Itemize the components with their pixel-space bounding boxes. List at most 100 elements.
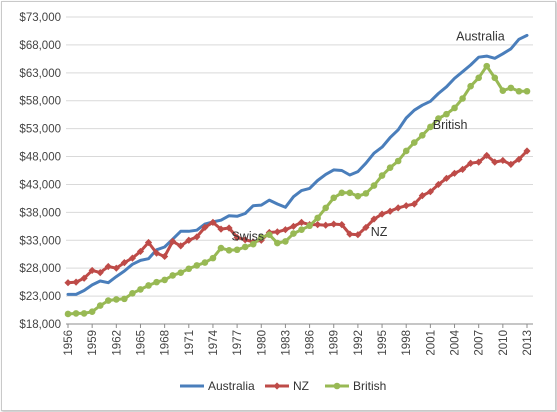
data-point-british	[507, 84, 515, 92]
data-point-nz	[467, 159, 475, 167]
data-point-nz	[362, 223, 370, 232]
data-point-british	[338, 189, 346, 197]
data-point-nz	[112, 264, 120, 272]
data-point-british	[370, 182, 378, 189]
y-tick-label: $48,000	[19, 152, 61, 164]
data-point-nz	[402, 202, 410, 210]
legend: Australia NZ British	[180, 379, 386, 393]
data-point-british	[153, 278, 160, 286]
data-point-nz	[169, 237, 177, 245]
data-point-british	[378, 172, 386, 179]
x-tick-label: 1971	[184, 330, 196, 356]
y-tick-label: $58,000	[19, 96, 61, 108]
data-point-nz	[354, 231, 362, 239]
data-point-nz	[378, 210, 386, 218]
data-point-nz	[96, 269, 104, 277]
y-axis-tick-labels: $18,000 $23,000 $28,000 $33,000 $38,000 $43,0…	[19, 12, 61, 331]
data-point-nz	[434, 180, 443, 189]
x-tick-label: 1995	[377, 330, 389, 356]
series-line-nz	[66, 149, 529, 285]
data-point-nz	[144, 238, 153, 247]
data-point-british	[201, 259, 209, 266]
data-point-british	[394, 157, 402, 165]
data-point-british	[499, 87, 507, 94]
data-point-british	[177, 269, 185, 276]
series-nz-group	[64, 147, 531, 287]
data-point-nz	[450, 169, 459, 177]
data-point-british	[169, 272, 176, 279]
legend-marker-british	[333, 382, 341, 390]
data-point-nz	[346, 230, 354, 238]
data-point-british	[64, 310, 72, 318]
data-point-british	[330, 194, 338, 202]
series-australia-group	[66, 33, 529, 296]
data-point-british	[322, 204, 329, 212]
data-point-british	[475, 74, 482, 82]
y-tick-label: $63,000	[19, 68, 61, 80]
data-point-british	[290, 230, 297, 237]
data-point-british	[96, 302, 104, 309]
data-point-nz	[483, 151, 491, 160]
data-point-nz	[418, 192, 426, 200]
data-point-british	[435, 115, 442, 122]
data-point-nz	[442, 174, 451, 182]
series-line-british	[66, 64, 529, 316]
data-point-nz	[217, 225, 225, 233]
data-point-nz	[507, 160, 515, 168]
data-point-nz	[104, 262, 112, 271]
legend-marker-nz	[273, 382, 281, 390]
x-tick-label: 1962	[111, 330, 123, 356]
data-point-nz	[161, 252, 169, 261]
x-tick-label: 2007	[474, 330, 486, 356]
annotation-label: Swiss	[231, 229, 264, 243]
data-point-british	[523, 87, 531, 95]
series-line-australia	[66, 33, 529, 296]
data-point-nz	[136, 247, 145, 256]
data-point-nz	[394, 204, 402, 212]
series-lines	[64, 33, 531, 318]
data-point-nz	[209, 218, 217, 227]
x-tick-label: 1968	[160, 330, 172, 356]
data-point-nz	[233, 233, 241, 242]
x-axis-tick-labels: 1956 1959 1962 1965 1968 1971 1974 1977 1980 1983…	[63, 329, 534, 355]
data-point-british	[121, 295, 128, 303]
data-point-british	[161, 276, 168, 284]
annotation-label: British	[433, 118, 468, 132]
data-point-nz	[193, 233, 201, 241]
data-point-british	[306, 222, 313, 230]
data-point-nz	[515, 155, 523, 163]
data-point-british	[233, 246, 241, 254]
data-point-british	[185, 265, 193, 273]
data-point-british	[515, 87, 523, 95]
data-point-british	[282, 238, 289, 245]
data-point-british	[483, 62, 491, 70]
data-point-nz	[128, 254, 137, 262]
data-point-british	[362, 190, 370, 197]
data-point-nz	[185, 236, 193, 244]
data-point-british	[88, 308, 96, 316]
data-point-british	[467, 82, 474, 90]
data-point-british	[217, 244, 225, 252]
data-point-nz	[475, 158, 483, 166]
legend-label-british: British	[353, 379, 386, 393]
y-tick-label: $68,000	[19, 40, 61, 52]
data-point-british	[419, 132, 426, 139]
data-point-british	[249, 240, 257, 248]
data-point-nz	[273, 228, 281, 236]
data-point-nz	[72, 278, 80, 286]
y-tick-label: $28,000	[19, 263, 61, 275]
legend-label-australia: Australia	[208, 379, 255, 393]
data-point-british	[104, 297, 112, 304]
y-tick-label: $18,000	[19, 319, 61, 331]
chart-annotations: Australia British Swiss NZ	[231, 29, 504, 243]
x-tick-label: 2010	[498, 330, 510, 356]
data-point-british	[459, 95, 466, 102]
data-point-nz	[458, 165, 467, 173]
data-point-british	[346, 189, 354, 197]
data-point-nz	[201, 223, 209, 232]
data-point-british	[402, 147, 410, 155]
data-point-british	[80, 310, 88, 317]
data-point-nz	[64, 279, 72, 287]
data-point-british	[72, 310, 80, 317]
annotation-label: NZ	[371, 225, 388, 239]
